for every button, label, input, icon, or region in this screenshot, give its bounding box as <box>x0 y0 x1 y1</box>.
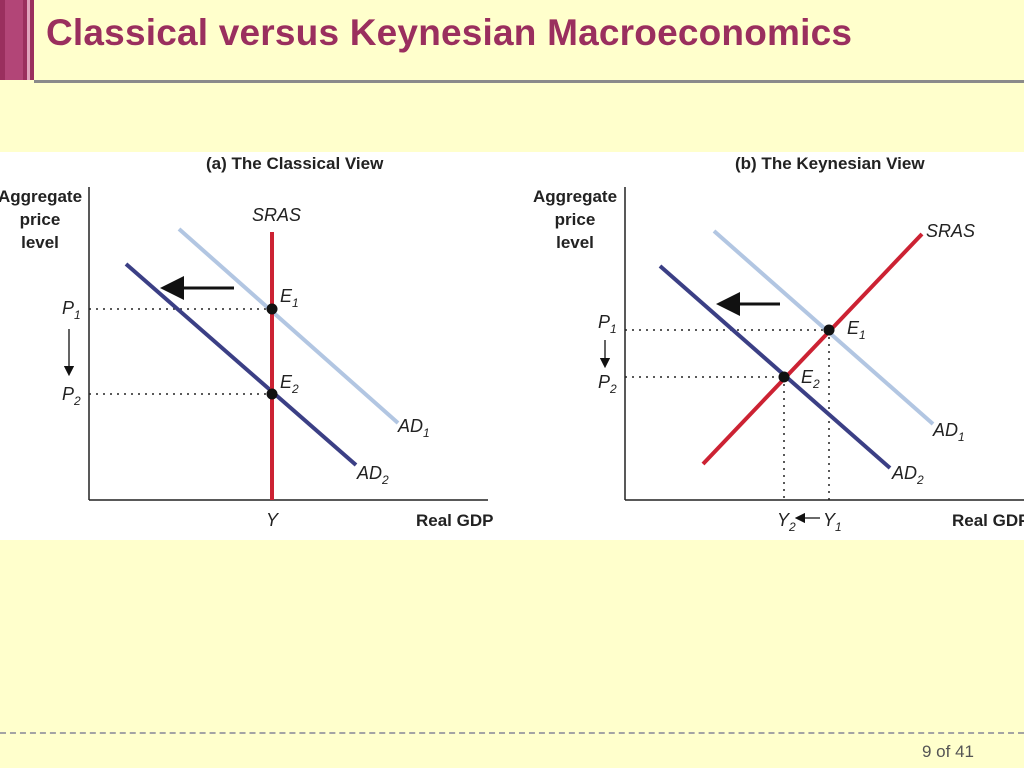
figure-svg: (a) The Classical View Aggregate price l… <box>0 154 1024 534</box>
panel-keynesian: (b) The Keynesian View Aggregate price l… <box>533 154 1024 534</box>
panel-a-ylabel-line1: Aggregate <box>0 187 82 206</box>
panel-a-e2-label: E2 <box>280 372 299 396</box>
panel-b-ylabel-line3: level <box>556 233 594 252</box>
panel-a-title: (a) The Classical View <box>206 154 384 173</box>
panel-b-p2-label: P2 <box>598 372 617 396</box>
panel-b-ad2-label: AD2 <box>891 463 924 487</box>
panel-b-e1-point <box>823 324 835 336</box>
panel-a-e2-point <box>266 388 278 400</box>
panel-b-e1-label: E1 <box>847 318 866 342</box>
panel-b-ad1-curve <box>712 229 935 426</box>
slide-accent-bar <box>0 0 34 80</box>
panel-a-e1-label: E1 <box>280 286 299 310</box>
ad-as-figure: (a) The Classical View Aggregate price l… <box>0 152 1024 540</box>
slide-title: Classical versus Keynesian Macroeconomic… <box>46 12 853 53</box>
panel-b-sras-label: SRAS <box>926 221 975 241</box>
panel-classical: (a) The Classical View Aggregate price l… <box>0 154 493 530</box>
title-divider <box>34 80 1024 83</box>
panel-b-sras-curve <box>701 232 924 466</box>
panel-a-ad1-curve <box>177 227 400 425</box>
panel-b-y1-label: Y1 <box>823 510 842 534</box>
panel-b-y2-label: Y2 <box>777 510 796 534</box>
panel-b-xlabel: Real GDP <box>952 511 1024 530</box>
panel-b-e2-point <box>778 371 790 383</box>
panel-b-ad1-label: AD1 <box>932 420 965 444</box>
panel-a-ylabel-line3: level <box>21 233 59 252</box>
panel-a-ad1-label: AD1 <box>397 416 430 440</box>
panel-b-ad2-curve <box>658 264 892 470</box>
panel-a-xlabel: Real GDP <box>416 511 493 530</box>
panel-a-sras-label: SRAS <box>252 205 301 225</box>
panel-b-ylabel-line1: Aggregate <box>533 187 617 206</box>
panel-a-ad2-label: AD2 <box>356 463 389 487</box>
panel-a-ad2-curve <box>124 262 358 467</box>
panel-a-y-label: Y <box>266 510 280 530</box>
panel-b-p1-label: P1 <box>598 312 617 336</box>
panel-b-ylabel-line2: price <box>555 210 596 229</box>
panel-a-e1-point <box>266 303 278 315</box>
panel-a-p2-label: P2 <box>62 384 81 408</box>
panel-a-ylabel-line2: price <box>20 210 61 229</box>
panel-b-title: (b) The Keynesian View <box>735 154 925 173</box>
panel-b-e2-label: E2 <box>801 367 820 391</box>
page-number: 9 of 41 <box>922 742 974 761</box>
panel-a-p1-label: P1 <box>62 298 81 322</box>
footer-divider <box>0 732 1024 734</box>
